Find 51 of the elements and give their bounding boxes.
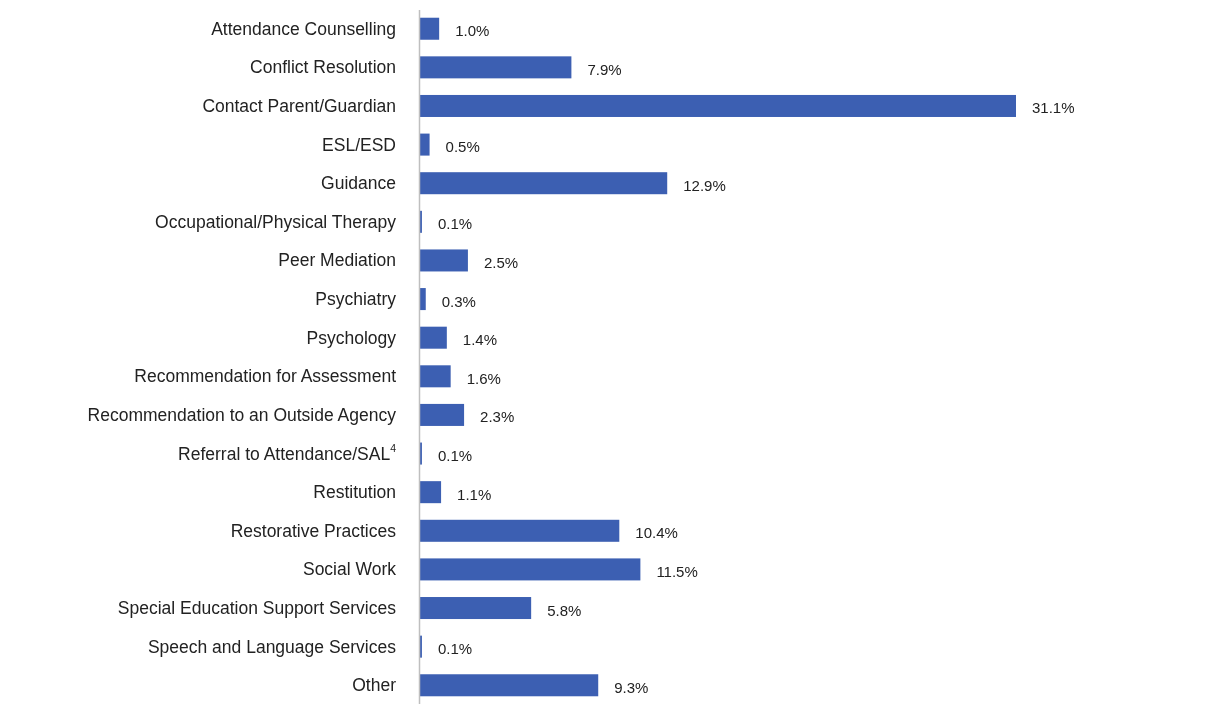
data-label: 1.0% [455,22,490,40]
bar [420,288,426,311]
data-label: 12.9% [683,176,726,194]
data-label: 0.3% [441,292,476,310]
bar [420,597,532,620]
bar [420,519,620,542]
bar [420,17,440,40]
y-tick-label: Occupational/Physical Therapy [155,211,397,232]
bar [420,365,451,388]
data-label: 10.4% [635,524,678,542]
y-tick-label: Psychiatry [315,289,397,310]
bar [420,326,447,349]
y-tick-label: Attendance Counselling [211,18,396,39]
y-tick-label: Referral to Attendance/SAL$^{4}$ [178,441,397,464]
y-tick-label: Conflict Resolution [250,57,396,78]
bar [420,56,572,79]
bar [420,674,599,697]
y-tick-label: Recommendation for Assessment [134,366,397,387]
y-tick-label: Social Work [302,559,397,580]
bar [420,481,442,504]
bar [420,172,668,195]
y-tick-label: Psychology [306,327,397,348]
data-label: 0.1% [437,640,473,658]
data-label: 0.1% [437,447,473,465]
data-label: 31.1% [1032,99,1075,117]
data-label: 11.5% [656,562,698,580]
y-tick-label: Peer Mediation [278,250,396,271]
data-label: 7.9% [587,60,622,78]
y-tick-label: ESL/ESD [322,134,396,155]
bar [420,133,430,156]
bar [420,403,465,426]
data-label: 1.1% [457,485,492,503]
y-tick-label: Speech and Language Services [147,636,397,657]
bar [420,558,641,581]
data-label: 0.5% [445,138,480,156]
y-tick-label: Other [352,675,397,696]
data-label: 1.4% [462,331,498,349]
y-tick-label: Restitution [313,482,396,503]
y-tick-label: Restorative Practices [230,520,397,541]
data-label: 5.8% [547,601,582,619]
y-tick-label: Guidance [321,173,396,194]
data-label: 2.3% [480,408,515,426]
data-label: 9.3% [614,678,649,696]
data-label: 0.1% [437,215,473,233]
y-tick-label: Special Education Support Services [117,598,397,619]
bar [420,94,1016,117]
y-tick-label: Recommendation to an Outside Agency [87,404,397,425]
data-label: 2.5% [483,253,519,271]
bar [420,249,468,272]
y-tick-label: Contact Parent/Guardian [202,95,396,116]
data-label: 1.6% [466,369,501,387]
